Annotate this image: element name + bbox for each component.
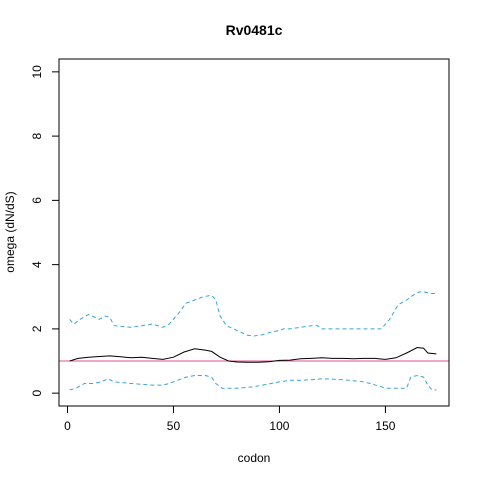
x-tick-label: 100 xyxy=(269,419,289,433)
y-tick-label: 6 xyxy=(30,197,44,204)
x-axis-label: codon xyxy=(238,451,271,465)
y-axis: 0 2 4 6 8 10 xyxy=(30,65,60,396)
x-tick-label: 150 xyxy=(375,419,395,433)
y-axis-label: omega (dN/dS) xyxy=(3,191,17,272)
y-tick-label: 10 xyxy=(30,65,44,79)
y-tick-label: 0 xyxy=(30,389,44,396)
x-axis: 0 50 100 150 xyxy=(64,405,396,433)
chart-title: Rv0481c xyxy=(226,22,283,38)
y-tick-label: 4 xyxy=(30,261,44,268)
x-tick-label: 0 xyxy=(64,419,71,433)
y-tick-label: 2 xyxy=(30,325,44,332)
series-line-upper xyxy=(69,291,437,337)
plot-area xyxy=(59,291,449,391)
plot-frame xyxy=(58,58,450,407)
series-line-estimate xyxy=(69,346,437,363)
y-tick-label: 8 xyxy=(30,132,44,139)
x-tick-label: 50 xyxy=(167,419,181,433)
series-line-lower xyxy=(69,374,437,391)
